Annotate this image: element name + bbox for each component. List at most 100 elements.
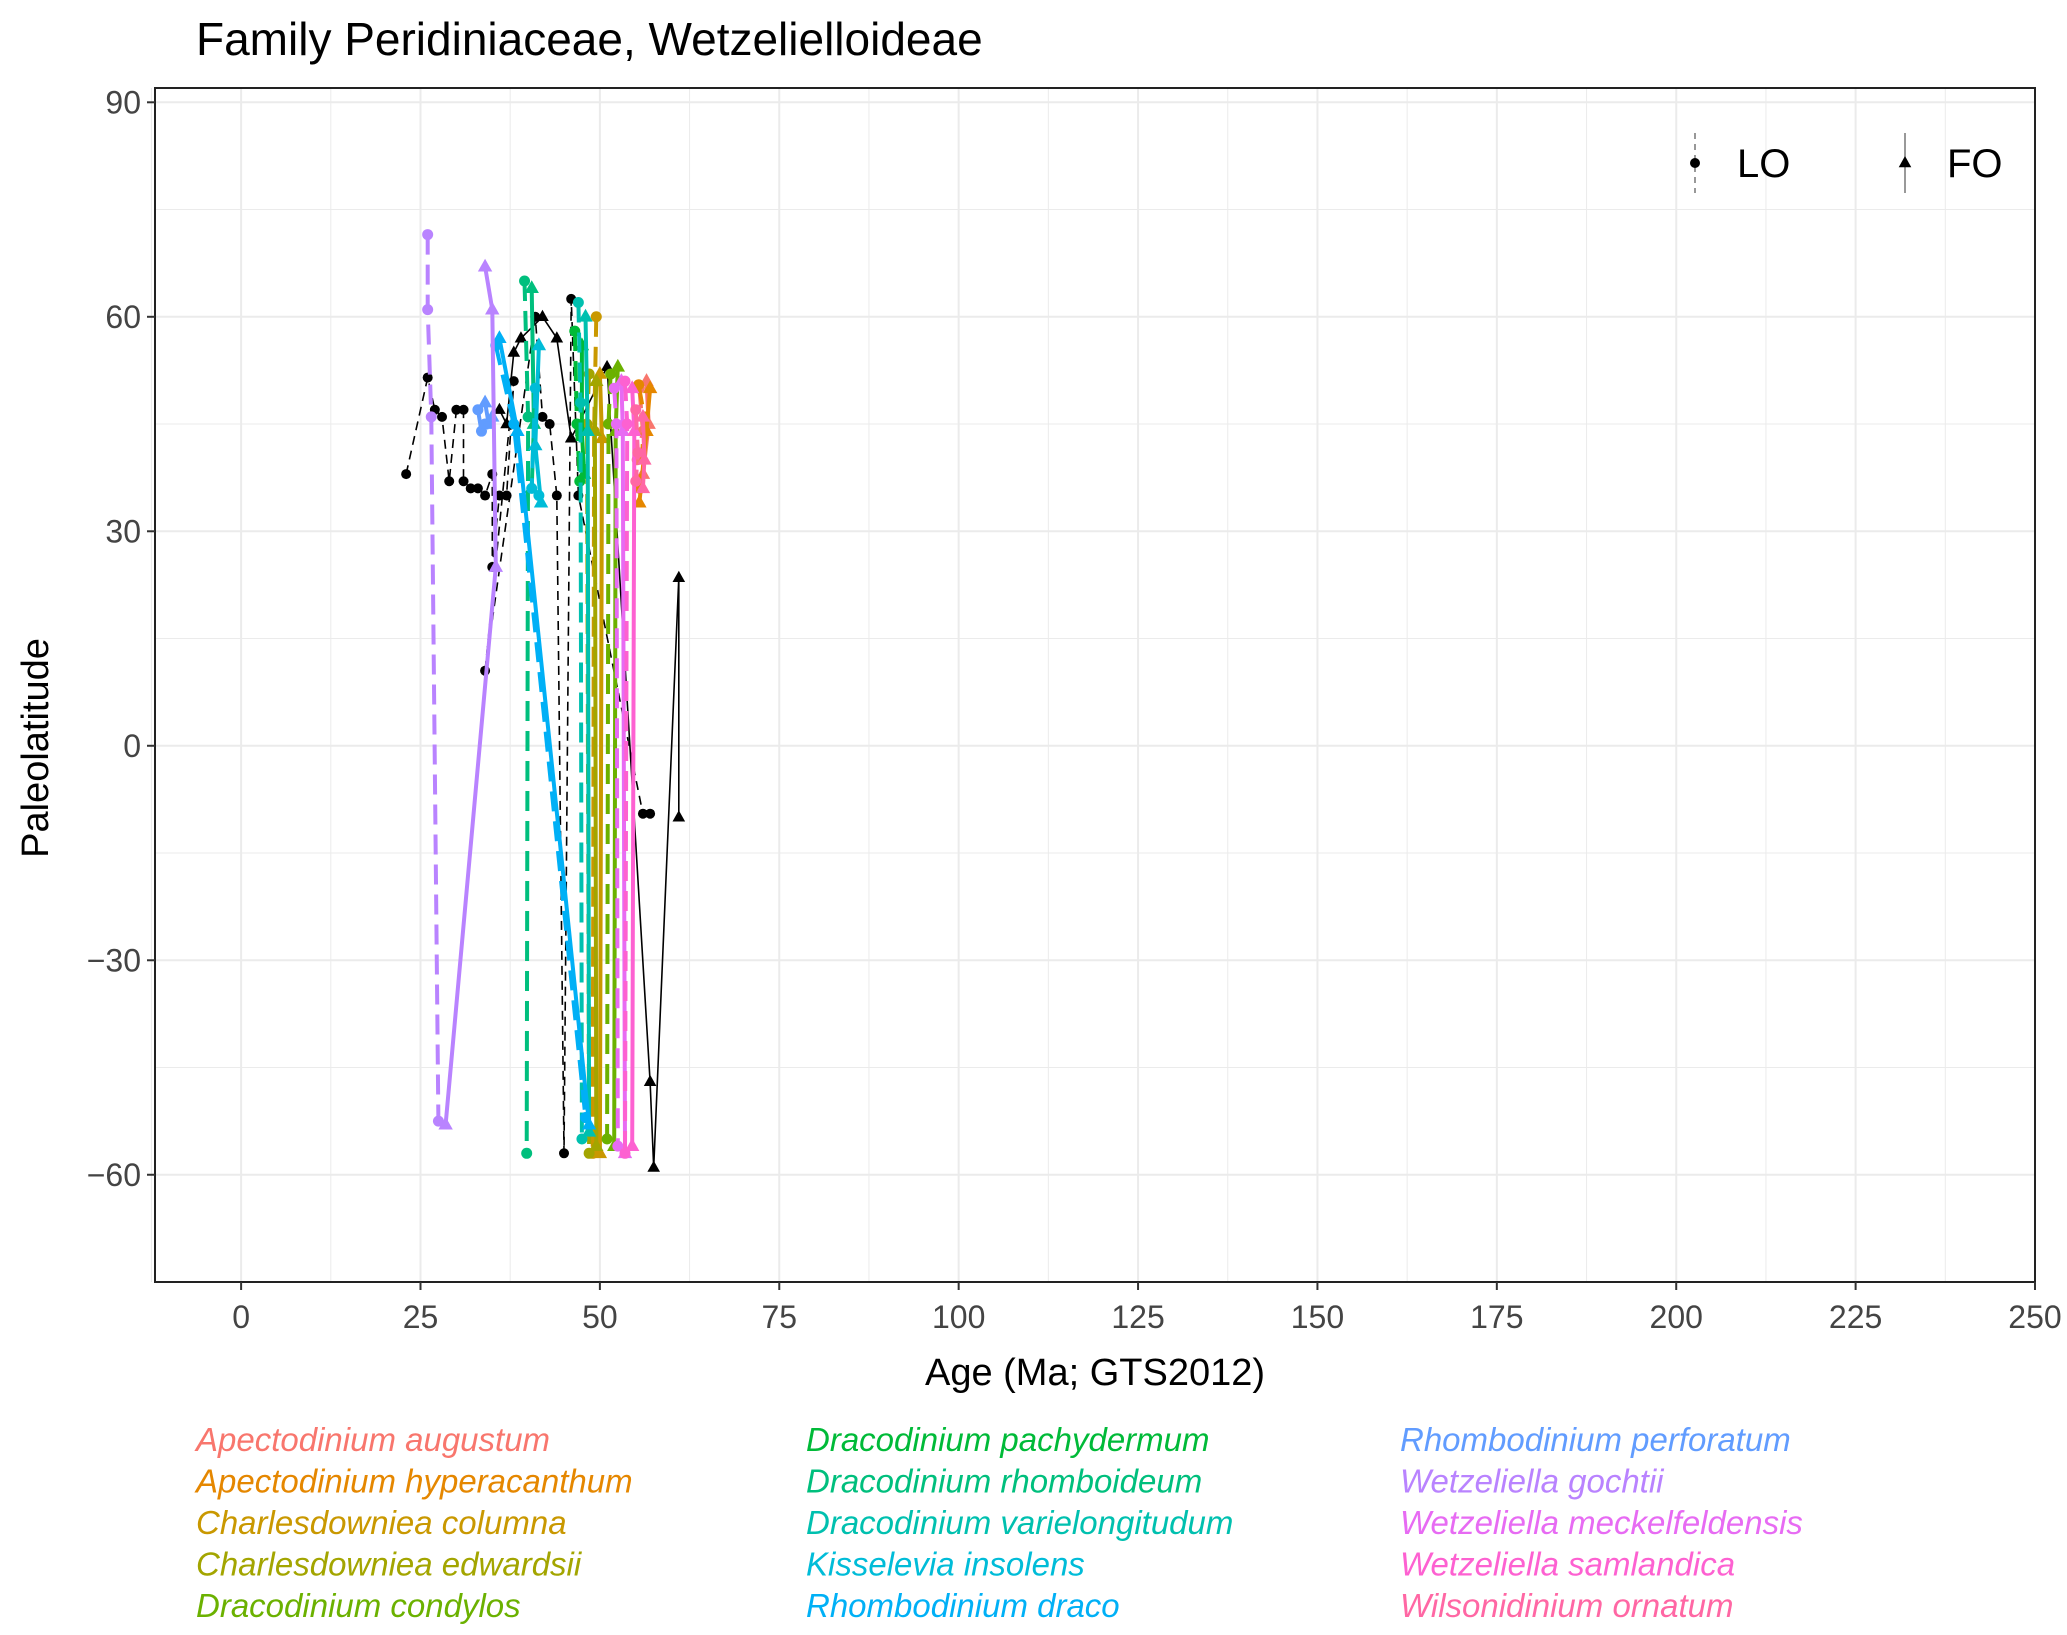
series-fo-point [635, 408, 651, 422]
other-lo-point [544, 419, 555, 430]
y-tick-label: 0 [123, 728, 141, 764]
species-legend-item: Wilsonidinium ornatum [1400, 1587, 1734, 1624]
series-fo-point [510, 423, 525, 436]
series-fo-point [477, 394, 493, 408]
other-lo-line [405, 298, 651, 1154]
series-fo-point [528, 437, 543, 451]
series-lo-point [575, 397, 587, 409]
species-legend-item: Dracodinium rhomboideum [806, 1463, 1202, 1500]
other-lo-point [401, 469, 412, 480]
series-fo-line [597, 373, 605, 1154]
series-fo-point [531, 337, 547, 351]
series-fo-point [438, 1116, 453, 1130]
species-legend-item: Kisselevia insolens [806, 1546, 1085, 1583]
other-lo-point [451, 404, 462, 415]
point-legend-circle-icon [1690, 158, 1700, 168]
series-fo-point [635, 480, 651, 494]
series-lo-line [425, 234, 441, 1122]
series-lo-point [522, 411, 534, 423]
x-tick-label: 250 [2008, 1299, 2061, 1335]
series-fo-point [610, 358, 626, 372]
other-lo-point [437, 411, 448, 422]
series-fo-line [497, 337, 592, 1125]
other-lo-point [422, 372, 433, 383]
other-fo-point [514, 331, 528, 343]
other-fo-point [564, 431, 578, 443]
species-legend-item: Apectodinium hyperacanthum [194, 1463, 633, 1500]
series-lo-point [630, 404, 642, 416]
series-lo-point [621, 418, 633, 430]
series-lo-point [572, 296, 584, 308]
series-fo-line [619, 381, 627, 1154]
series-fo-line [583, 316, 592, 1132]
species-legend-item: Rhombodinium draco [806, 1587, 1120, 1624]
species-legend-item: Apectodinium augustum [194, 1421, 550, 1458]
series-fo-point [485, 301, 500, 315]
y-tick-label: 30 [105, 513, 141, 549]
series-lo-point [432, 1115, 444, 1127]
series-lo-point [425, 411, 437, 423]
other-lo-point [494, 490, 505, 501]
point-legend: LO FO [1690, 133, 2003, 193]
series-lo-point [526, 482, 538, 494]
series-lo-line [605, 373, 613, 1140]
other-records [401, 293, 686, 1172]
series-lo-point [519, 275, 531, 287]
other-fo-point [600, 359, 614, 372]
other-fo-point [507, 345, 521, 357]
other-lo-point [537, 411, 548, 422]
y-axis-title: Paleolatitude [15, 638, 57, 858]
series-fo-point [624, 1138, 640, 1151]
other-fo-point [536, 309, 549, 321]
series-fo-line [630, 388, 637, 1147]
other-lo-point [501, 490, 512, 501]
series-lo-point [612, 1140, 624, 1152]
x-axis-title: Age (Ma; GTS2012) [925, 1352, 1265, 1394]
other-lo-point [559, 1148, 570, 1159]
species-legend-item: Rhombodinium perforatum [1400, 1421, 1791, 1458]
species-legend: Apectodinium augustum Apectodinium hypera… [194, 1421, 1803, 1624]
series-fo-point [627, 423, 642, 436]
other-fo-line [498, 315, 680, 1168]
other-fo-point [647, 1160, 661, 1172]
other-lo-point [508, 376, 519, 387]
x-tick-label: 25 [403, 1299, 439, 1335]
y-tick-label: −60 [87, 1157, 141, 1193]
x-tick-label: 175 [1470, 1299, 1523, 1335]
series-fo-point [580, 423, 595, 436]
x-axis-ticks: 0 25 50 75 100 125 150 175 200 225 250 [232, 1282, 2062, 1335]
y-tick-label: −30 [87, 942, 141, 978]
series-fo-point [624, 380, 640, 394]
species-legend-item: Wetzeliella samlandica [1400, 1546, 1735, 1583]
series-fo-point [589, 1138, 604, 1151]
x-tick-label: 125 [1111, 1299, 1164, 1335]
other-fo-point [493, 402, 506, 414]
other-lo-point [472, 483, 483, 494]
series-lo-line [493, 344, 588, 1118]
x-tick-label: 50 [582, 1299, 618, 1335]
x-tick-label: 200 [1650, 1299, 1703, 1335]
other-lo-point [458, 476, 469, 487]
series-fo-point [594, 430, 610, 444]
x-tick-label: 150 [1291, 1299, 1344, 1335]
other-lo-point [465, 483, 476, 494]
series-fo-point [524, 280, 539, 293]
other-lo-point [444, 476, 455, 487]
other-lo-point [480, 490, 491, 501]
series-fo-point [488, 559, 504, 572]
other-fo-point [643, 1074, 657, 1087]
series-lo-point [619, 375, 631, 387]
series-fo-point [477, 258, 493, 272]
series-lo-point [422, 229, 434, 241]
series-lo-point [529, 382, 541, 394]
plot-panel-border [154, 87, 2036, 1283]
series-lo-line [590, 316, 599, 1154]
point-legend-triangle-icon [1898, 156, 1912, 168]
x-tick-label: 225 [1829, 1299, 1882, 1335]
series-lo-point [632, 447, 644, 459]
series-fo-point [637, 451, 652, 465]
species-legend-item: Wetzeliella meckelfeldensis [1400, 1504, 1803, 1541]
series-fo-point [492, 330, 507, 344]
series-fo-point [581, 1123, 597, 1137]
